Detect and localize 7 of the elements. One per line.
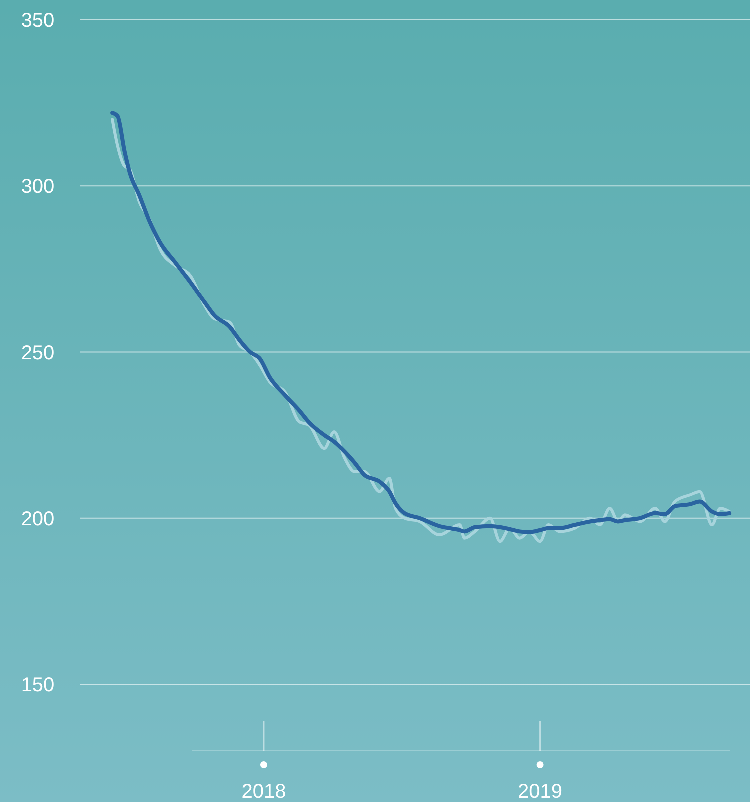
y-tick-label: 250 <box>21 342 55 364</box>
y-tick-label: 350 <box>21 10 55 32</box>
x-tick-label: 2018 <box>242 781 286 802</box>
y-tick-label: 300 <box>21 176 55 198</box>
y-tick-label: 200 <box>21 508 55 530</box>
y-tick-label: 150 <box>21 674 55 697</box>
x-tick-label: 2019 <box>518 781 563 802</box>
